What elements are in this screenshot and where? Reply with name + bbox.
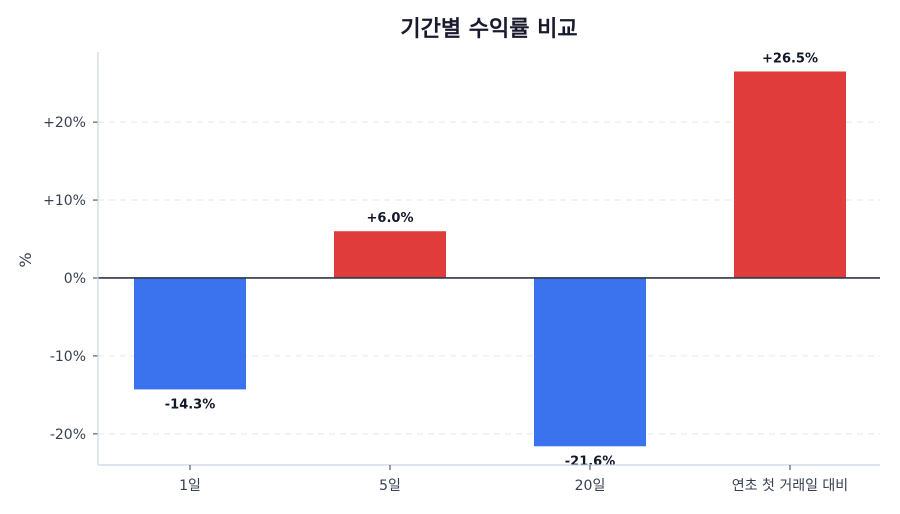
- value-label: -14.3%: [165, 397, 216, 412]
- y-tick-label: 0%: [64, 271, 86, 287]
- y-axis-label: %: [16, 252, 35, 267]
- y-axis: -20% -10% 0% +10% +20%: [43, 52, 99, 465]
- value-label: +6.0%: [367, 211, 414, 226]
- x-tick-label: 연초 첫 거래일 대비: [732, 478, 848, 494]
- bar-3: [734, 71, 846, 278]
- x-axis: 1일 5일 20일 연초 첫 거래일 대비: [98, 464, 880, 494]
- value-label: +26.5%: [762, 51, 818, 66]
- x-tick-label: 5일: [379, 478, 401, 494]
- y-tick-label: -10%: [50, 349, 86, 365]
- bars: -14.3%+6.0%-21.6%+26.5%: [98, 51, 880, 469]
- bar-0: [134, 277, 246, 390]
- y-tick-label: +10%: [43, 193, 86, 209]
- x-tick-label: 1일: [179, 478, 201, 494]
- chart-title: 기간별 수익률 비교: [400, 17, 577, 42]
- bar-2: [534, 277, 646, 447]
- bar-1: [334, 231, 446, 278]
- y-tick-label: -20%: [50, 427, 86, 443]
- x-tick-label: 20일: [575, 478, 606, 494]
- y-tick-label: +20%: [43, 115, 86, 131]
